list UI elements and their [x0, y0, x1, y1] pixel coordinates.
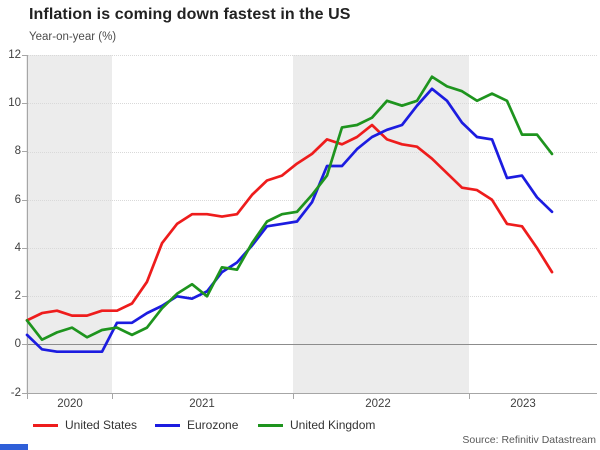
united-states-line-swatch: [33, 423, 58, 427]
x-tick-label-2022: 2022: [365, 398, 391, 410]
y-tick: [22, 344, 27, 345]
y-tick-label: 2: [14, 290, 21, 302]
x-tick-label-2021: 2021: [189, 398, 215, 410]
zero-line: [27, 344, 597, 345]
x-tick: [469, 393, 470, 399]
gridline-6: [27, 200, 597, 201]
y-tick-label: 8: [14, 145, 21, 157]
legend-item-eurozone: Eurozone: [155, 418, 238, 432]
x-tick-label-2023: 2023: [510, 398, 536, 410]
y-tick-label: 12: [8, 49, 21, 61]
y-tick: [22, 296, 27, 297]
x-axis-line: [27, 393, 597, 394]
legend-item-united-states: United States: [33, 418, 137, 432]
y-tick: [22, 103, 27, 104]
y-tick-label: 0: [14, 338, 21, 350]
legend-item-united-kingdom: United Kingdom: [258, 418, 375, 432]
x-tick-label-2020: 2020: [57, 398, 83, 410]
gridline-8: [27, 151, 597, 153]
legend-label: United Kingdom: [290, 418, 376, 432]
y-tick-label: -2: [10, 387, 21, 399]
y-tick-label: 6: [14, 194, 21, 206]
gridline-12: [27, 55, 597, 56]
y-tick: [22, 200, 27, 201]
gridline-10: [27, 103, 597, 104]
x-tick: [27, 393, 28, 399]
legend-label: Eurozone: [187, 418, 239, 432]
gridline-2: [27, 296, 597, 297]
x-tick: [112, 393, 113, 399]
source-credit: Source: Refinitiv Datastream: [462, 434, 596, 446]
chart-subtitle: Year-on-year (%): [29, 31, 117, 43]
gridline-4: [27, 248, 597, 249]
y-tick: [22, 248, 27, 249]
y-tick: [22, 393, 27, 394]
chart-title: Inflation is coming down fastest in the …: [29, 6, 351, 23]
united-kingdom-line-swatch: [258, 423, 283, 427]
legend-label: United States: [65, 418, 138, 432]
y-tick-label: 10: [8, 97, 21, 109]
y-tick: [22, 55, 27, 56]
eurozone-line-swatch: [155, 423, 180, 427]
shaded-band-2022: [293, 55, 469, 393]
x-tick: [293, 393, 294, 399]
shaded-band-2020: [26, 55, 112, 393]
corner-bar: [0, 444, 28, 450]
y-tick: [22, 151, 27, 152]
y-axis-line: [27, 55, 28, 393]
y-tick-label: 4: [14, 242, 21, 254]
